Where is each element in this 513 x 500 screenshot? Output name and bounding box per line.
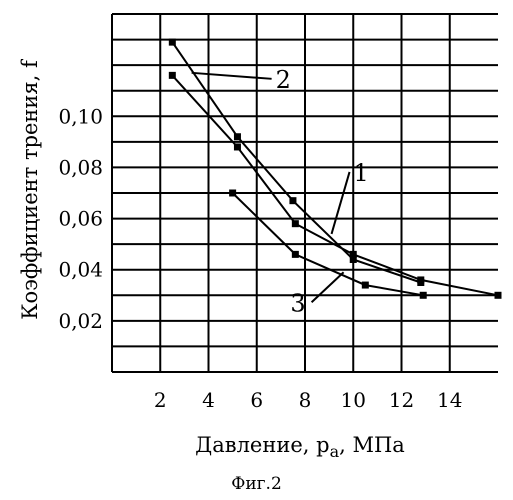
series-2-marker — [350, 256, 357, 263]
figure-caption: Фиг.2 — [0, 474, 513, 494]
x-axis-title-subscript: a — [330, 442, 340, 461]
series-2-marker — [234, 133, 241, 140]
series-2 — [169, 39, 424, 286]
chart-grid — [112, 14, 498, 372]
y-tick-label: 0,06 — [58, 207, 103, 231]
y-tick-label: 0,08 — [58, 155, 103, 179]
series-1-marker — [234, 143, 241, 150]
x-axis-title-main: Давление, p — [195, 433, 329, 457]
series-1-marker — [169, 72, 176, 79]
series-2-marker — [289, 197, 296, 204]
y-tick-labels: 0,02 0,04 0,06 0,08 0,10 — [58, 104, 103, 333]
x-axis-title-unit: , МПа — [339, 433, 405, 457]
series-3-marker — [362, 282, 369, 289]
series-3-marker — [292, 251, 299, 258]
x-tick-label: 8 — [299, 388, 312, 412]
annotation-label-1: 1 — [354, 159, 369, 187]
y-tick-label: 0,04 — [58, 258, 103, 282]
data-series — [169, 39, 502, 299]
x-tick-label: 14 — [437, 388, 462, 412]
series-1 — [169, 72, 502, 299]
y-axis-title: Коэффициент трения, f — [18, 58, 42, 320]
y-tick-label: 0,10 — [58, 104, 103, 128]
series-2-marker — [169, 39, 176, 46]
series-1-marker — [292, 220, 299, 227]
curve-annotations: 1 2 3 — [192, 66, 369, 317]
series-2-line — [172, 42, 420, 282]
annotation-label-2: 2 — [276, 66, 291, 94]
friction-chart: 2468101214 0,020,040,060,080,10 123 Коэф… — [0, 0, 513, 470]
x-tick-label: 12 — [389, 388, 414, 412]
series-2-marker — [417, 279, 424, 286]
x-tick-labels: 2 4 6 8 10 12 14 — [154, 388, 463, 412]
x-tick-label: 2 — [154, 388, 167, 412]
x-tick-label: 10 — [341, 388, 366, 412]
annotation-leader-3 — [312, 272, 344, 302]
series-1-marker — [495, 292, 502, 299]
annotation-leader-1 — [332, 172, 350, 234]
y-tick-label: 0,02 — [58, 309, 103, 333]
annotation-leader-2 — [192, 73, 272, 79]
x-tick-label: 6 — [250, 388, 263, 412]
series-3-marker — [420, 292, 427, 299]
x-tick-label: 4 — [202, 388, 215, 412]
x-axis-title: Давление, pa, МПа — [195, 433, 405, 461]
annotation-label-3: 3 — [290, 289, 305, 317]
series-3-marker — [229, 190, 236, 197]
